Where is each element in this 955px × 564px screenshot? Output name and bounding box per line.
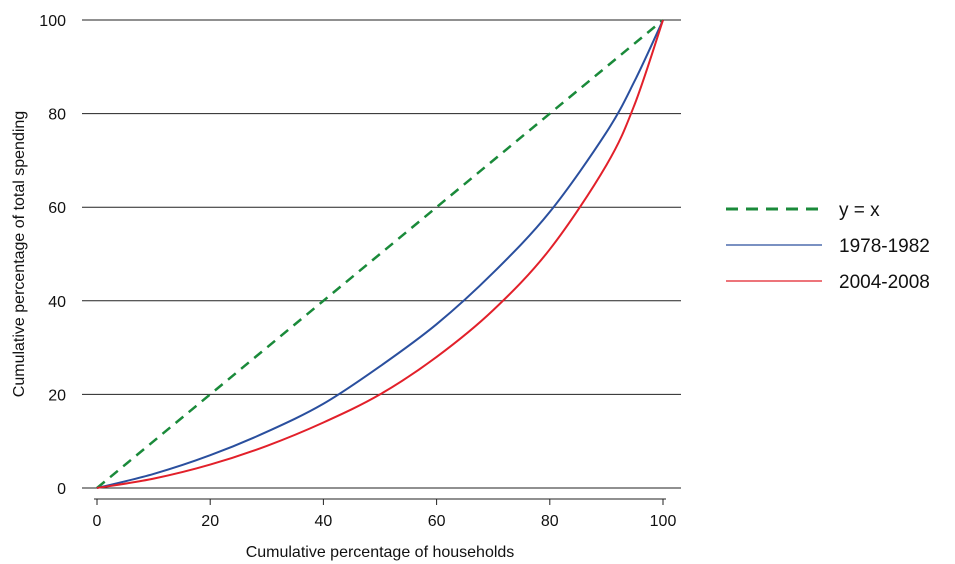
x-tick-label: 20 (201, 513, 219, 530)
x-tick-label: 60 (428, 513, 446, 530)
gridlines (82, 19, 681, 489)
x-tick-label: 40 (315, 513, 333, 530)
y-axis-label: Cumulative percentage of total spending (11, 111, 28, 397)
x-tick-label: 0 (93, 513, 102, 530)
y-tick-label: 20 (48, 387, 66, 404)
series-line-2004-2008 (96, 19, 664, 489)
series-lines (96, 19, 664, 489)
series-line-1978-1982 (96, 19, 664, 489)
x-tick-label: 80 (541, 513, 559, 530)
y-tick-label: 100 (39, 13, 66, 30)
legend: y = x 1978-1982 2004-2008 (726, 200, 930, 293)
x-tick-label: 100 (650, 513, 677, 530)
y-tick-label: 80 (48, 107, 66, 124)
y-tick-label: 40 (48, 294, 66, 311)
y-tick-label: 0 (57, 481, 66, 498)
legend-label-y-x: y = x (839, 200, 880, 221)
legend-label-2004-2008: 2004-2008 (839, 272, 930, 293)
series-line-y-x (96, 19, 664, 489)
legend-label-1978-1982: 1978-1982 (839, 236, 930, 257)
y-tick-label: 60 (48, 200, 66, 217)
axes: 0 20 40 60 80 100 0 20 40 60 80 100 (39, 13, 676, 530)
x-axis-label: Cumulative percentage of households (246, 544, 515, 561)
